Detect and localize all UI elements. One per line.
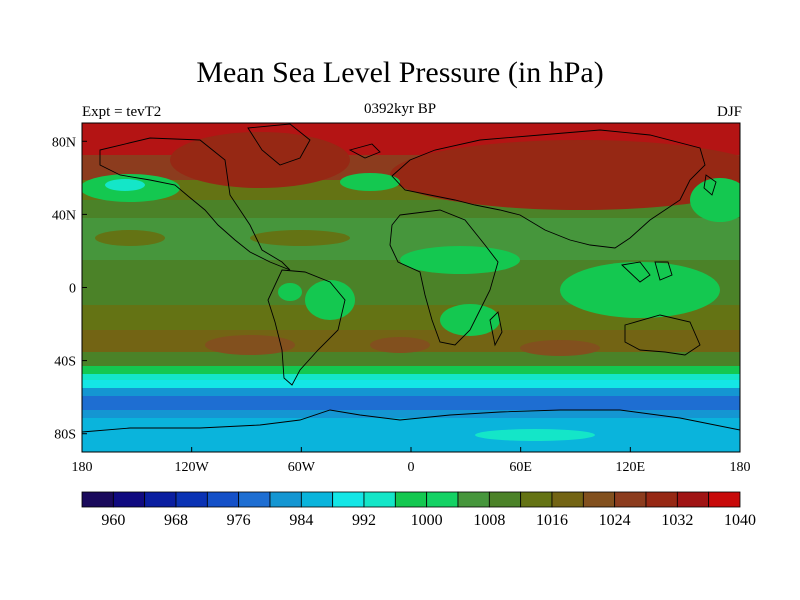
- colorbar-swatch: [614, 491, 647, 508]
- x-tick-label: 120E: [616, 460, 646, 475]
- colorbar-swatch: [520, 491, 553, 508]
- colorbar-swatch: [582, 491, 616, 508]
- colorbar-label: 984: [289, 512, 314, 529]
- colorbar-swatch: [144, 491, 177, 508]
- colorbar-swatch: [394, 491, 428, 508]
- colorbar: [81, 491, 741, 508]
- season-label: DJF: [716, 104, 742, 120]
- colorbar-label: 1000: [410, 512, 443, 529]
- colorbar-label: 1008: [473, 512, 506, 529]
- colorbar-label: 992: [352, 512, 376, 529]
- colorbar-swatch: [708, 491, 741, 508]
- colorbar-swatch: [238, 491, 271, 508]
- colorbar-swatch: [645, 491, 678, 508]
- y-tick-label: 40S: [54, 355, 76, 370]
- plot-title: Mean Sea Level Pressure (in hPa): [196, 56, 604, 89]
- y-tick-label: 40N: [52, 208, 76, 223]
- x-tick-label: 180: [72, 460, 93, 475]
- x-axis: 180 120W 60W 0 60E 120E 180: [72, 447, 751, 475]
- colorbar-swatch: [206, 491, 240, 508]
- coastlines: [82, 123, 740, 433]
- colorbar-label: 1016: [536, 512, 568, 529]
- colorbar-label: 976: [226, 512, 251, 529]
- colorbar-label: 960: [101, 512, 126, 529]
- colorbar-swatch: [112, 491, 146, 508]
- colorbar-swatch: [175, 491, 208, 508]
- colorbar-label: 1032: [661, 512, 694, 529]
- pressure-field: [82, 123, 740, 452]
- colorbar-swatch: [488, 491, 522, 508]
- colorbar-swatch: [457, 491, 490, 508]
- x-tick-label: 60E: [509, 460, 532, 475]
- colorbar-swatch: [676, 491, 710, 508]
- colorbar-label: 1040: [724, 512, 756, 529]
- x-tick-label: 60W: [288, 460, 316, 475]
- colorbar-swatch: [332, 491, 365, 508]
- x-tick-label: 120W: [175, 460, 210, 475]
- colorbar-swatch: [81, 491, 114, 508]
- y-tick-label: 0: [69, 282, 76, 297]
- y-tick-label: 80S: [54, 428, 76, 443]
- time-label: 0392kyr BP: [363, 101, 437, 117]
- experiment-label: Expt = tevT2: [82, 104, 162, 120]
- colorbar-label: 1024: [598, 512, 631, 529]
- y-axis: 80N 40N 0 40S 80S: [52, 135, 87, 443]
- colorbar-swatch: [269, 491, 302, 508]
- colorbar-swatch: [300, 491, 334, 508]
- y-tick-label: 80N: [52, 135, 76, 150]
- colorbar-swatch: [363, 491, 396, 508]
- colorbar-label: 968: [164, 512, 188, 529]
- colorbar-swatch: [426, 491, 459, 508]
- x-tick-label: 180: [730, 460, 751, 475]
- x-tick-label: 0: [408, 460, 415, 475]
- colorbar-swatch: [551, 491, 584, 508]
